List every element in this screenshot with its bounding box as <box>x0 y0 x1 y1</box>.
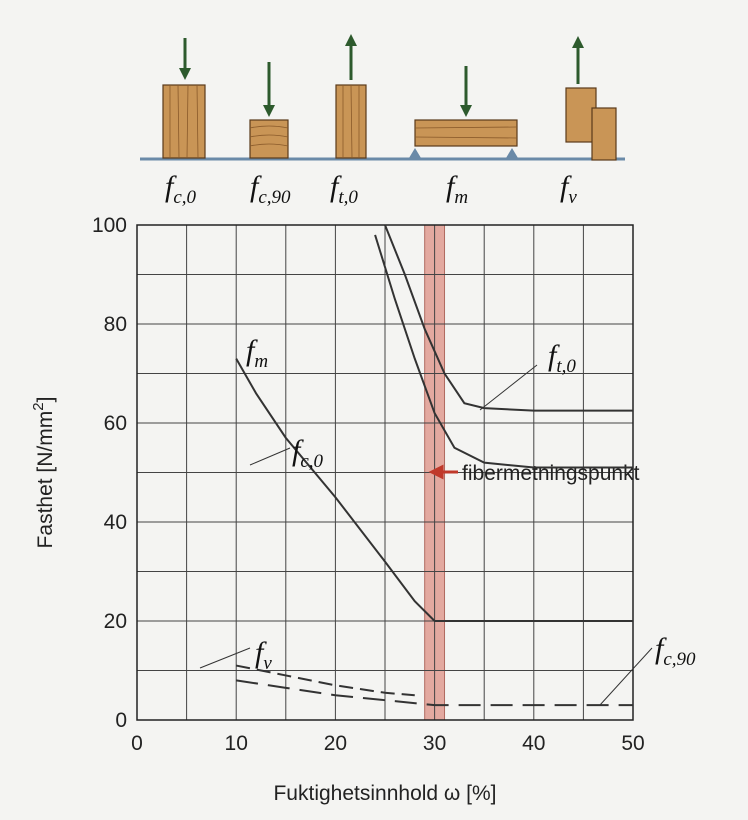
y-tick-label: 40 <box>104 511 127 534</box>
y-tick-label: 100 <box>92 214 127 237</box>
support <box>409 148 518 158</box>
band-label: fibermetningspunkt <box>462 462 640 485</box>
f-subscript: c,0 <box>173 187 196 208</box>
y-axis-label: Fasthet [N/mm2] <box>30 397 57 549</box>
f-subscript: v <box>568 187 577 208</box>
y-label-sup: 2 <box>30 402 47 410</box>
x-tick-label: 10 <box>225 732 248 755</box>
label-leader <box>599 647 653 706</box>
y-tick-label: 60 <box>104 412 127 435</box>
f-label: fc,90 <box>655 632 696 670</box>
series-line <box>384 224 633 412</box>
block <box>591 107 617 161</box>
f-label: fc,90 <box>250 170 291 208</box>
f-subscript: c,0 <box>300 451 323 472</box>
y-tick-label: 0 <box>115 709 127 732</box>
x-tick-label: 40 <box>522 732 545 755</box>
f-subscript: v <box>263 653 272 674</box>
series-line <box>236 679 633 707</box>
y-label-main: Fasthet [N/mm <box>34 411 57 549</box>
f-label: fm <box>246 334 268 372</box>
x-tick-label: 30 <box>423 732 446 755</box>
x-axis-label: Fuktighetsinnhold ω [%] <box>273 782 496 805</box>
x-tick-label: 50 <box>621 732 644 755</box>
beam <box>414 119 518 147</box>
label-leader <box>479 364 538 411</box>
series-line <box>235 358 633 622</box>
series-line <box>236 664 415 697</box>
f-label: fm <box>446 170 468 208</box>
y-tick-label: 20 <box>104 610 127 633</box>
f-subscript: m <box>254 351 268 372</box>
x-tick-label: 0 <box>131 732 143 755</box>
f-subscript: t,0 <box>556 356 576 377</box>
f-subscript: t,0 <box>338 187 358 208</box>
x-tick-label: 20 <box>324 732 347 755</box>
grain <box>342 84 360 159</box>
f-label: fv <box>255 636 272 674</box>
grain <box>249 125 289 147</box>
f-label: ft,0 <box>330 170 358 208</box>
f-label: fc,0 <box>292 434 324 472</box>
label-leader <box>249 447 291 466</box>
f-label: fv <box>560 170 577 208</box>
grain <box>414 126 518 139</box>
load-case-diagrams <box>140 34 625 161</box>
f-label: fc,0 <box>165 170 197 208</box>
label-leader <box>199 647 251 669</box>
f-label: ft,0 <box>548 339 576 377</box>
f-subscript: c,90 <box>258 187 291 208</box>
series-line <box>374 234 633 469</box>
f-subscript: c,90 <box>663 649 696 670</box>
y-tick-label: 80 <box>104 313 127 336</box>
f-subscript: m <box>454 187 468 208</box>
block <box>162 84 206 159</box>
block <box>565 87 597 143</box>
y-label-end: ] <box>34 397 57 403</box>
grain <box>169 84 199 159</box>
